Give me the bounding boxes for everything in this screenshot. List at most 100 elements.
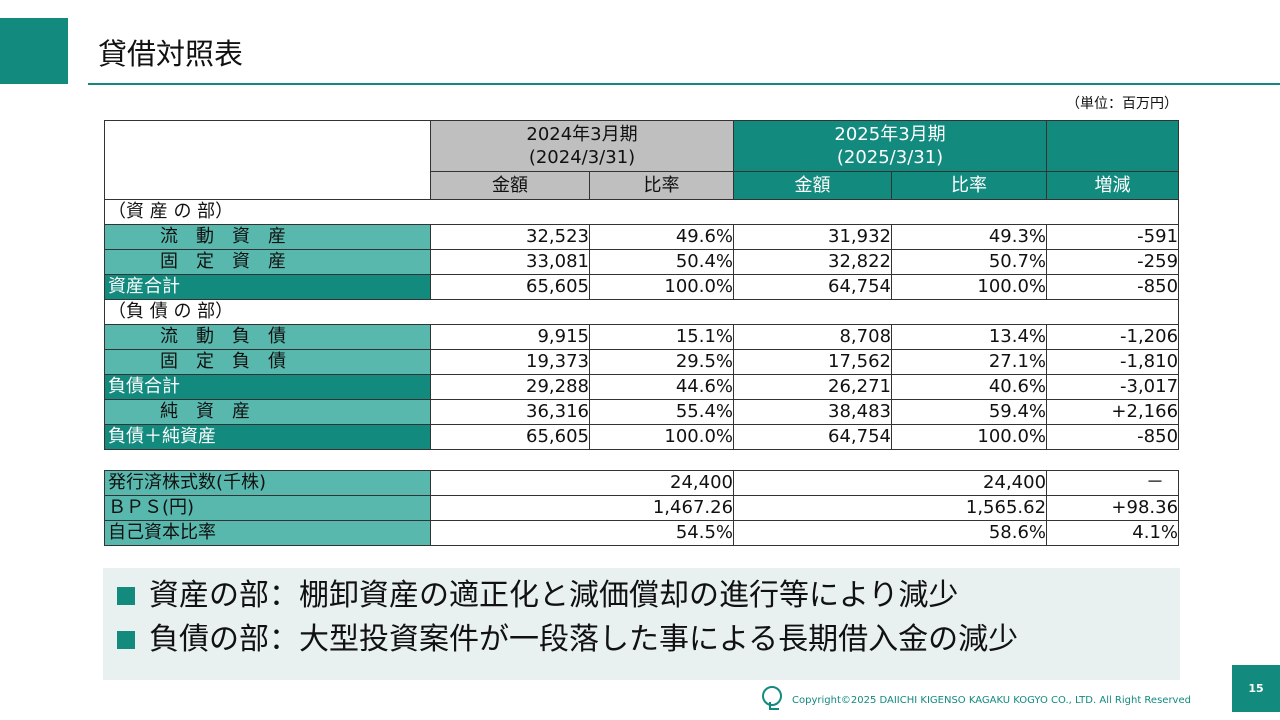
title-divider bbox=[88, 83, 1280, 85]
prev-amount: 29,288 bbox=[430, 374, 590, 400]
table-row: 純 資 産 36,316 55.4% 38,483 59.4% +2,166 bbox=[104, 399, 1180, 425]
prev-period-line2: (2024/3/31) bbox=[528, 147, 636, 168]
cur-ratio: 27.1% bbox=[891, 349, 1048, 375]
cur-period-header: 2025年3月期 (2025/3/31) bbox=[733, 120, 1048, 172]
table-row: 負債合計 29,288 44.6% 26,271 40.6% -3,017 bbox=[104, 374, 1180, 400]
table-row: 流 動 資 産 32,523 49.6% 31,932 49.3% -591 bbox=[104, 224, 1180, 250]
change-value: -3,017 bbox=[1046, 374, 1180, 400]
prev-amount: 33,081 bbox=[430, 249, 590, 275]
corner-accent-block bbox=[0, 18, 68, 84]
stock-row: 自己資本比率 54.5% 58.6% 4.1% bbox=[104, 520, 1180, 546]
prev-ratio: 100.0% bbox=[588, 274, 735, 300]
cur-amount: 32,822 bbox=[733, 249, 893, 275]
row-label: 負債合計 bbox=[104, 374, 431, 400]
change-value: +2,166 bbox=[1046, 399, 1180, 425]
page-title: 貸借対照表 bbox=[98, 37, 244, 71]
prev-ratio: 50.4% bbox=[588, 249, 735, 275]
cur-amount: 38,483 bbox=[733, 399, 893, 425]
stock-cur-value: 1,565.62 bbox=[733, 495, 1048, 521]
copyright-text: Copyright©2025 DAIICHI KIGENSO KAGAKU KO… bbox=[792, 695, 1191, 706]
page-number: 15 bbox=[1232, 665, 1280, 712]
stock-row: 発行済株式数(千株) 24,400 24,400 － bbox=[104, 470, 1180, 496]
change-value: -259 bbox=[1046, 249, 1180, 275]
stock-prev-value: 1,467.26 bbox=[429, 495, 735, 521]
cur-amount: 17,562 bbox=[733, 349, 893, 375]
prev-amount: 32,523 bbox=[430, 224, 590, 250]
balance-sheet-table: 2024年3月期 (2024/3/31) 2025年3月期 (2025/3/31… bbox=[103, 120, 1180, 546]
row-label: 固 定 負 債 bbox=[104, 349, 431, 375]
stock-row-label: ＢＰＳ(円) bbox=[104, 495, 431, 521]
change-header: 増減 bbox=[1046, 171, 1180, 200]
table-row: 固 定 資 産 33,081 50.4% 32,822 50.7% -259 bbox=[104, 249, 1180, 275]
company-logo-icon bbox=[762, 686, 782, 710]
stock-row-label: 発行済株式数(千株) bbox=[104, 470, 431, 496]
table-row: 資産合計 65,605 100.0% 64,754 100.0% -850 bbox=[104, 274, 1180, 300]
prev-ratio: 29.5% bbox=[588, 349, 735, 375]
table-row: 流 動 負 債 9,915 15.1% 8,708 13.4% -1,206 bbox=[104, 324, 1180, 350]
unit-label: （単位：百万円） bbox=[1066, 96, 1178, 112]
square-bullet-icon bbox=[117, 631, 135, 649]
cur-amount: 26,271 bbox=[733, 374, 893, 400]
period-header-row: 2024年3月期 (2024/3/31) 2025年3月期 (2025/3/31… bbox=[104, 120, 1180, 200]
liabilities-section-row: （負 債 の 部） bbox=[103, 299, 1180, 325]
row-label: 固 定 資 産 bbox=[104, 249, 431, 275]
summary-bullet-1: 資産の部：棚卸資産の適正化と減価償却の進行等により減少 bbox=[117, 576, 958, 616]
row-label: 純 資 産 bbox=[104, 399, 431, 425]
prev-ratio: 49.6% bbox=[588, 224, 735, 250]
cur-ratio: 13.4% bbox=[891, 324, 1048, 350]
assets-section-label: （資 産 の 部） bbox=[103, 199, 1180, 225]
cur-period-line2: (2025/3/31) bbox=[836, 147, 944, 168]
prev-amount: 65,605 bbox=[430, 274, 590, 300]
table-row: 固 定 負 債 19,373 29.5% 17,562 27.1% -1,810 bbox=[104, 349, 1180, 375]
change-header-blank bbox=[1046, 120, 1180, 172]
row-label: 流 動 負 債 bbox=[104, 324, 431, 350]
header-blank-cell bbox=[104, 120, 431, 200]
prev-ratio: 55.4% bbox=[588, 399, 735, 425]
prev-period-line1: 2024年3月期 bbox=[526, 124, 638, 145]
column-header-row: 金額 比率 金額 比率 増減 bbox=[105, 171, 1180, 200]
cur-amount: 64,754 bbox=[733, 274, 893, 300]
square-bullet-icon bbox=[117, 587, 135, 605]
prev-amount: 19,373 bbox=[430, 349, 590, 375]
stock-row-label: 自己資本比率 bbox=[104, 520, 431, 546]
stock-change-value: 4.1% bbox=[1046, 520, 1180, 546]
prev-ratio-header: 比率 bbox=[588, 171, 735, 200]
cur-amount: 64,754 bbox=[733, 424, 893, 450]
prev-amount: 9,915 bbox=[430, 324, 590, 350]
cur-ratio: 50.7% bbox=[891, 249, 1048, 275]
stock-row: ＢＰＳ(円) 1,467.26 1,565.62 +98.36 bbox=[104, 495, 1180, 521]
summary-bullet-2: 負債の部：大型投資案件が一段落した事による長期借入金の減少 bbox=[117, 620, 1018, 660]
stock-cur-value: 24,400 bbox=[733, 470, 1048, 496]
table-row: 負債＋純資産 65,605 100.0% 64,754 100.0% -850 bbox=[104, 424, 1180, 450]
change-value: -850 bbox=[1046, 424, 1180, 450]
table-spacer bbox=[105, 450, 1179, 471]
cur-ratio: 100.0% bbox=[891, 424, 1048, 450]
stock-prev-value: 24,400 bbox=[429, 470, 735, 496]
stock-change-value: － bbox=[1046, 470, 1180, 496]
change-value: -591 bbox=[1046, 224, 1180, 250]
change-value: -1,206 bbox=[1046, 324, 1180, 350]
summary-text: 負債の部：大型投資案件が一段落した事による長期借入金の減少 bbox=[149, 622, 1019, 657]
change-value: -1,810 bbox=[1046, 349, 1180, 375]
liabilities-section-label: （負 債 の 部） bbox=[103, 299, 1180, 325]
stock-change-value: +98.36 bbox=[1046, 495, 1180, 521]
cur-period-line1: 2025年3月期 bbox=[834, 124, 946, 145]
stock-prev-value: 54.5% bbox=[429, 520, 735, 546]
row-label: 資産合計 bbox=[104, 274, 431, 300]
cur-amount: 8,708 bbox=[733, 324, 893, 350]
stock-cur-value: 58.6% bbox=[733, 520, 1048, 546]
prev-ratio: 44.6% bbox=[588, 374, 735, 400]
cur-ratio: 40.6% bbox=[891, 374, 1048, 400]
summary-box: 資産の部：棚卸資産の適正化と減価償却の進行等により減少 負債の部：大型投資案件が… bbox=[103, 568, 1180, 680]
summary-text: 資産の部：棚卸資産の適正化と減価償却の進行等により減少 bbox=[149, 578, 959, 613]
cur-ratio: 49.3% bbox=[891, 224, 1048, 250]
cur-ratio: 100.0% bbox=[891, 274, 1048, 300]
cur-amount: 31,932 bbox=[733, 224, 893, 250]
prev-period-header: 2024年3月期 (2024/3/31) bbox=[429, 120, 735, 172]
prev-amount: 36,316 bbox=[430, 399, 590, 425]
prev-ratio: 100.0% bbox=[588, 424, 735, 450]
assets-section-row: （資 産 の 部） bbox=[103, 199, 1180, 225]
cur-ratio: 59.4% bbox=[891, 399, 1048, 425]
change-value: -850 bbox=[1046, 274, 1180, 300]
prev-ratio: 15.1% bbox=[588, 324, 735, 350]
